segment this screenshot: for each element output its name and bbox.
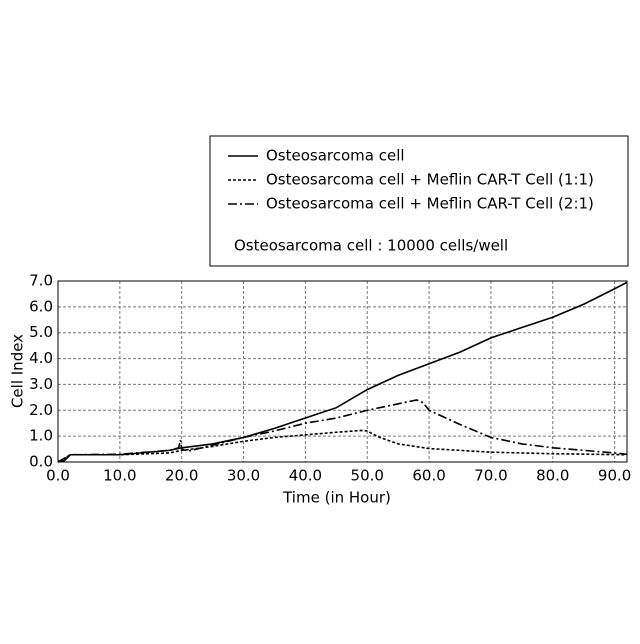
legend-label: Osteosarcoma cell + Meflin CAR-T Cell (1…	[266, 171, 594, 189]
x-axis-label: Time (in Hour)	[282, 489, 391, 507]
x-tick-label: 70.0	[474, 467, 507, 485]
x-tick-label: 40.0	[289, 467, 322, 485]
x-tick-label: 10.0	[103, 467, 136, 485]
y-tick-label: 4.0	[29, 349, 53, 367]
annotation: Osteosarcoma cell : 10000 cells/well	[234, 237, 508, 255]
plot-frame	[58, 281, 627, 462]
y-tick-label: 5.0	[29, 323, 53, 341]
line	[58, 282, 627, 462]
x-tick-label: 60.0	[412, 467, 445, 485]
x-tick-label: 80.0	[536, 467, 569, 485]
legend-label: Osteosarcoma cell	[266, 147, 405, 165]
x-tick-label: 50.0	[351, 467, 384, 485]
legend-label: Osteosarcoma cell + Meflin CAR-T Cell (2…	[266, 195, 594, 213]
x-tick-label: 30.0	[227, 467, 260, 485]
x-tick-label: 90.0	[598, 467, 631, 485]
chart: Osteosarcoma cell : 10000 cells/well Tim…	[0, 0, 640, 640]
x-tick-label: 0.0	[46, 467, 70, 485]
y-tick-label: 7.0	[29, 272, 53, 290]
y-tick-label: 2.0	[29, 401, 53, 419]
x-tick-label: 20.0	[165, 467, 198, 485]
y-tick-label: 1.0	[29, 427, 53, 445]
y-tick-label: 6.0	[29, 297, 53, 315]
y-axis-label: Cell Index	[9, 334, 27, 408]
y-tick-label: 3.0	[29, 375, 53, 393]
